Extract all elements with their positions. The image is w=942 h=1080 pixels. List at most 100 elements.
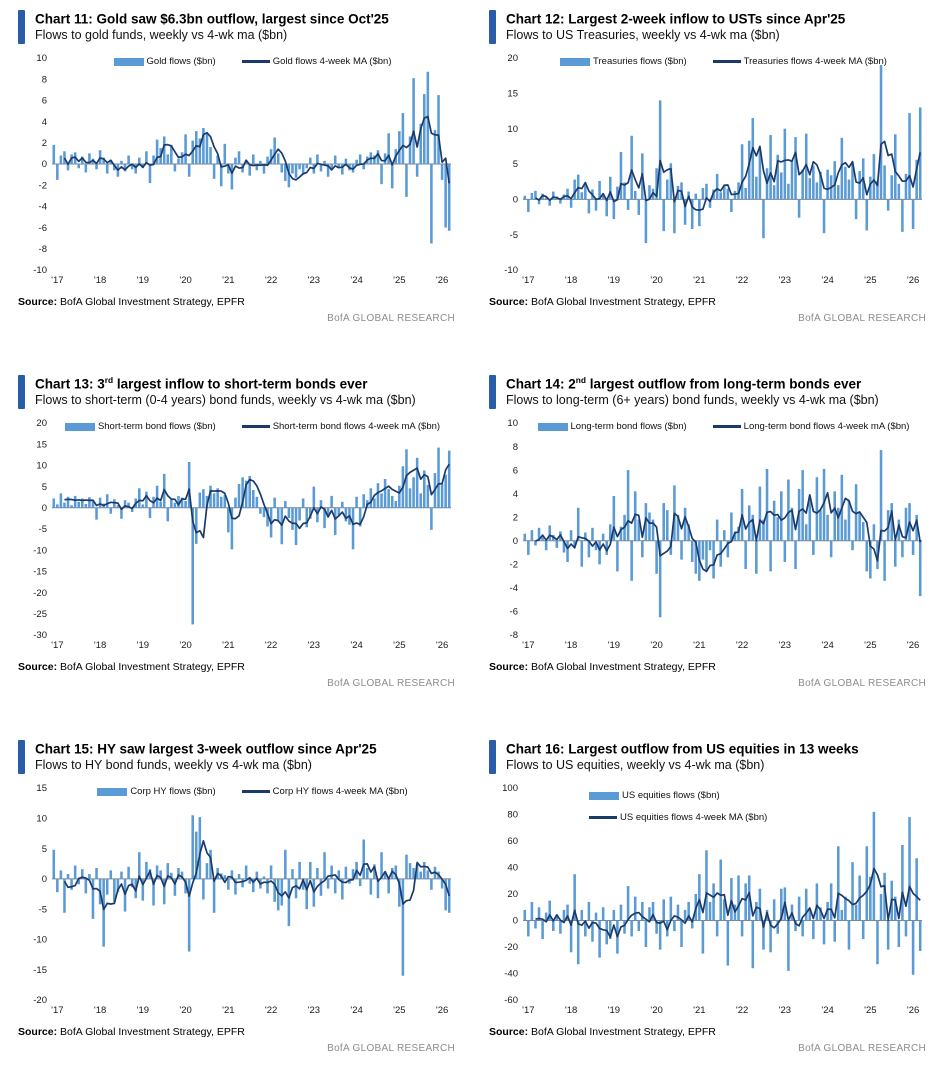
source-line: Source: BofA Global Investment Strategy,… bbox=[18, 296, 459, 308]
svg-text:'18: '18 bbox=[565, 640, 577, 651]
svg-text:20: 20 bbox=[36, 418, 47, 429]
title-accent-bar bbox=[18, 375, 25, 409]
chart-area: 20 15 10 5 0 -5 -10 -15 -20 -25 -30 '17 '18 '19 '20 '21… bbox=[18, 415, 459, 658]
svg-text:'23: '23 bbox=[308, 640, 320, 651]
svg-text:-6: -6 bbox=[510, 607, 518, 618]
svg-text:'26: '26 bbox=[907, 640, 919, 651]
chart-subtitle: Flows to US Treasuries, weekly vs 4-wk m… bbox=[506, 28, 780, 43]
chart-area: 15 10 5 0 -5 -10 -15 -20 '17 '18 '19 '20 '21 '22 '23 '2… bbox=[18, 780, 459, 1023]
svg-text:8: 8 bbox=[513, 442, 518, 453]
svg-text:-5: -5 bbox=[39, 524, 47, 535]
brand-line: BofA GLOBAL RESEARCH bbox=[798, 678, 926, 689]
source-line: Source: BofA Global Investment Strategy,… bbox=[489, 1026, 930, 1038]
title-block: Chart 16: Largest outflow from US equiti… bbox=[489, 740, 930, 774]
svg-text:-5: -5 bbox=[510, 230, 518, 241]
svg-text:'25: '25 bbox=[393, 640, 405, 651]
source-text: BofA Global Investment Strategy, EPFR bbox=[57, 661, 245, 673]
panel-chart-16: Chart 16: Largest outflow from US equiti… bbox=[471, 730, 942, 1080]
source-text: BofA Global Investment Strategy, EPFR bbox=[528, 296, 716, 308]
title-block: Chart 15: HY saw largest 3-week outflow … bbox=[18, 740, 459, 774]
source-line: Source: BofA Global Investment Strategy,… bbox=[489, 661, 930, 673]
title-accent-bar bbox=[18, 740, 25, 774]
svg-text:'24: '24 bbox=[821, 1005, 833, 1016]
svg-text:'25: '25 bbox=[864, 1005, 876, 1016]
chart-title: Chart 14: 2nd largest outflow from long-… bbox=[506, 375, 879, 393]
svg-text:10: 10 bbox=[507, 124, 518, 135]
chart-title: Chart 12: Largest 2-week inflow to USTs … bbox=[506, 10, 845, 28]
svg-text:6: 6 bbox=[513, 465, 518, 476]
source-label: Source: bbox=[489, 1026, 529, 1038]
svg-text:20: 20 bbox=[507, 889, 518, 900]
svg-text:'23: '23 bbox=[779, 640, 791, 651]
svg-text:'18: '18 bbox=[94, 275, 106, 286]
svg-text:-15: -15 bbox=[33, 965, 47, 976]
svg-text:4: 4 bbox=[42, 117, 47, 128]
svg-text:2: 2 bbox=[513, 512, 518, 523]
svg-text:'25: '25 bbox=[864, 640, 876, 651]
svg-text:'25: '25 bbox=[393, 275, 405, 286]
svg-text:'24: '24 bbox=[350, 640, 362, 651]
svg-text:5: 5 bbox=[42, 844, 47, 855]
svg-text:'23: '23 bbox=[779, 1005, 791, 1016]
source-text: BofA Global Investment Strategy, EPFR bbox=[57, 296, 245, 308]
svg-text:'22: '22 bbox=[736, 1005, 748, 1016]
svg-text:-10: -10 bbox=[504, 265, 518, 276]
brand-line: BofA GLOBAL RESEARCH bbox=[327, 1043, 455, 1054]
title-block: Chart 11: Gold saw $6.3bn outflow, large… bbox=[18, 10, 459, 44]
svg-text:'24: '24 bbox=[821, 640, 833, 651]
svg-text:'19: '19 bbox=[137, 275, 149, 286]
title-block: Chart 14: 2nd largest outflow from long-… bbox=[489, 375, 930, 409]
chart-canvas: 10 8 6 4 2 0 -2 -4 -6 -8 '17 '18 '19 '20 '21 '22 '23 '24 '… bbox=[507, 418, 922, 651]
svg-text:'23: '23 bbox=[308, 275, 320, 286]
svg-text:4: 4 bbox=[513, 489, 518, 500]
svg-text:-2: -2 bbox=[39, 180, 47, 191]
svg-text:'22: '22 bbox=[736, 640, 748, 651]
svg-text:'21: '21 bbox=[693, 640, 705, 651]
svg-text:15: 15 bbox=[507, 89, 518, 100]
source-label: Source: bbox=[489, 296, 529, 308]
chart-subtitle: Flows to US equities, weekly vs 4-wk ma … bbox=[506, 758, 765, 773]
chart-subtitle: Flows to HY bond funds, weekly vs 4-wk m… bbox=[35, 758, 312, 773]
title-accent-bar bbox=[489, 10, 496, 44]
svg-text:-10: -10 bbox=[33, 265, 47, 276]
source-label: Source: bbox=[18, 296, 58, 308]
svg-text:'24: '24 bbox=[350, 275, 362, 286]
svg-text:'21: '21 bbox=[222, 1005, 234, 1016]
svg-text:-15: -15 bbox=[33, 567, 47, 578]
panel-chart-14: Chart 14: 2nd largest outflow from long-… bbox=[471, 365, 942, 730]
svg-text:'20: '20 bbox=[650, 1005, 662, 1016]
brand-line: BofA GLOBAL RESEARCH bbox=[798, 1043, 926, 1054]
chart-title-rest: largest outflow from long-term bonds eve… bbox=[586, 376, 862, 392]
svg-text:'21: '21 bbox=[693, 275, 705, 286]
svg-text:'20: '20 bbox=[650, 275, 662, 286]
source-label: Source: bbox=[489, 661, 529, 673]
source-line: Source: BofA Global Investment Strategy,… bbox=[18, 661, 459, 673]
svg-text:'23: '23 bbox=[308, 1005, 320, 1016]
title-block: Chart 12: Largest 2-week inflow to USTs … bbox=[489, 10, 930, 44]
svg-text:-6: -6 bbox=[39, 223, 47, 234]
chart-area: 10 8 6 4 2 0 -2 -4 -6 -8 '17 '18 '19 '20 '21 '22 '23 '24 '… bbox=[489, 415, 930, 658]
svg-text:'25: '25 bbox=[393, 1005, 405, 1016]
svg-text:'22: '22 bbox=[265, 275, 277, 286]
svg-text:'24: '24 bbox=[350, 1005, 362, 1016]
chart-subtitle: Flows to short-term (0-4 years) bond fun… bbox=[35, 393, 416, 408]
svg-text:-25: -25 bbox=[33, 609, 47, 620]
svg-text:'25: '25 bbox=[864, 275, 876, 286]
panel-chart-15: Chart 15: HY saw largest 3-week outflow … bbox=[0, 730, 471, 1080]
svg-text:15: 15 bbox=[36, 439, 47, 450]
chart-canvas: 20 15 10 5 0 -5 -10 -15 -20 -25 -30 '17 '18 '19 '20 '21… bbox=[33, 418, 451, 651]
chart-title-superscript: rd bbox=[104, 375, 114, 385]
svg-text:-30: -30 bbox=[33, 630, 47, 641]
chart-title-text: Chart 14: 2 bbox=[506, 376, 576, 392]
svg-text:-8: -8 bbox=[510, 630, 518, 641]
svg-text:'22: '22 bbox=[265, 1005, 277, 1016]
svg-text:15: 15 bbox=[36, 783, 47, 794]
chart-title-text: Chart 13: 3 bbox=[35, 376, 105, 392]
svg-text:'23: '23 bbox=[779, 275, 791, 286]
source-text: BofA Global Investment Strategy, EPFR bbox=[528, 661, 716, 673]
svg-text:-4: -4 bbox=[510, 583, 518, 594]
chart-area: 100 80 60 40 20 0 -20 -40 -60 '17 '18 '19 '20 '21 '22 '… bbox=[489, 780, 930, 1023]
svg-text:100: 100 bbox=[502, 783, 518, 794]
chart-title: Chart 15: HY saw largest 3-week outflow … bbox=[35, 740, 377, 758]
svg-text:0: 0 bbox=[513, 195, 518, 206]
